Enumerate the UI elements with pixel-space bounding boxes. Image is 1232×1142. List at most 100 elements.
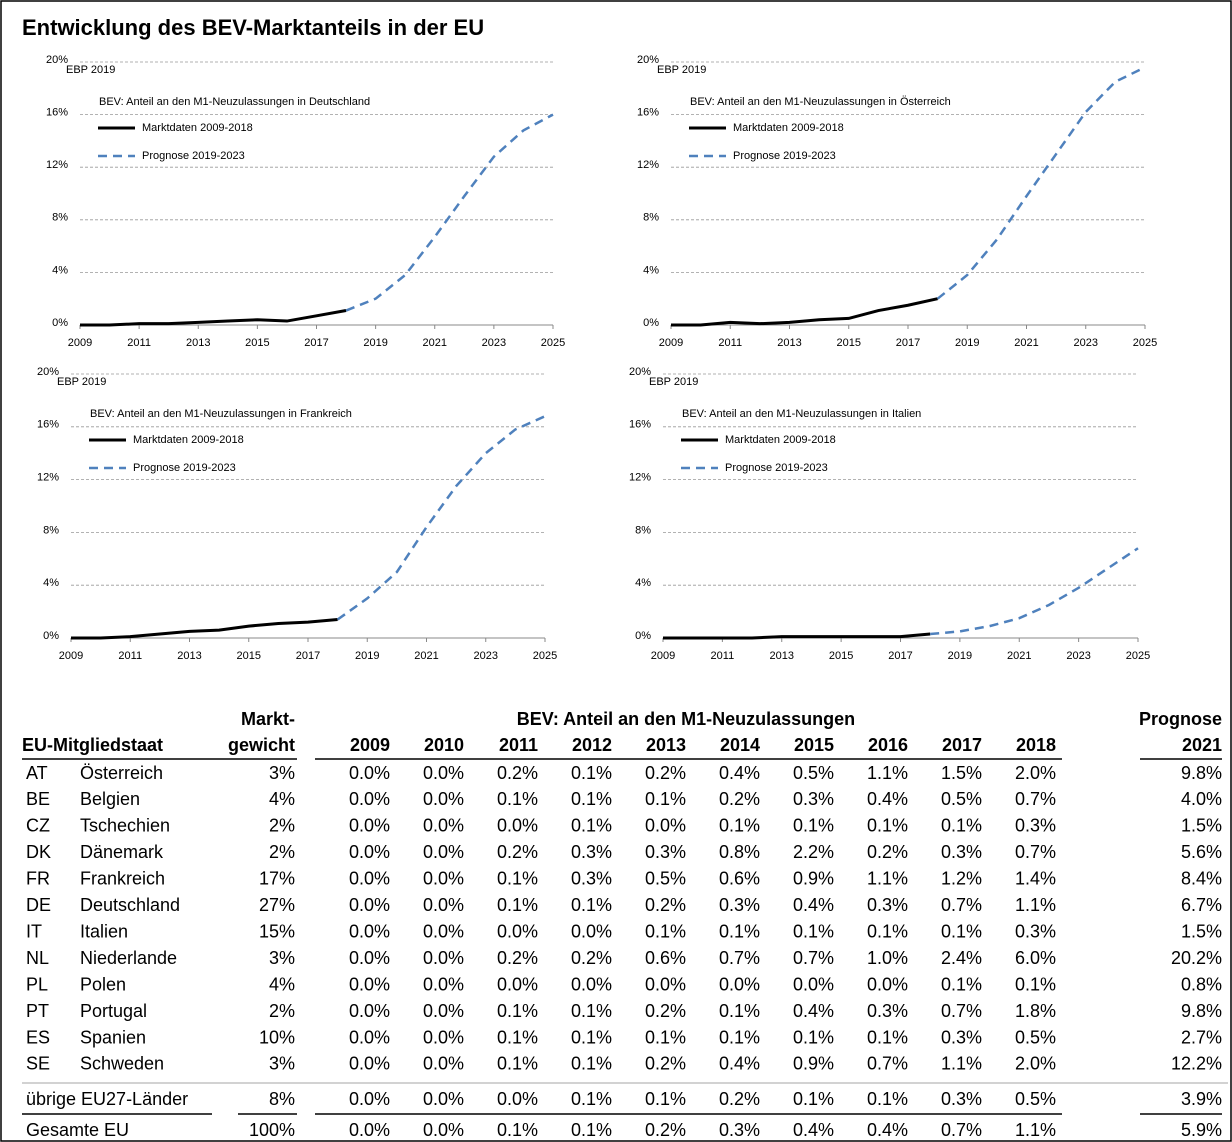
table-cell: 0.2%: [497, 948, 538, 968]
table-cell: 0.1%: [645, 1089, 686, 1109]
series-line: [345, 113, 554, 312]
y-tick-label: 0%: [52, 317, 68, 329]
table-cell: 0.7%: [1015, 842, 1056, 862]
subtitle: BEV: Anteil an den M1-Neuzulassungen in …: [99, 96, 370, 108]
x-tick-label: 2017: [888, 650, 912, 662]
table-cell: 0.0%: [423, 1001, 464, 1021]
y-tick-label: 20%: [46, 54, 68, 66]
table-cell: 0.0%: [349, 1001, 390, 1021]
table-cell: 0.1%: [867, 1027, 908, 1047]
table-cell: 1.8%: [1015, 1001, 1056, 1021]
x-tick-label: 2015: [245, 337, 269, 349]
y-tick-label: 8%: [643, 212, 659, 224]
table-cell: 0.0%: [423, 1120, 464, 1140]
table-header: 2017: [942, 735, 982, 755]
x-tick-label: 2013: [777, 337, 801, 349]
x-tick-label: 2023: [474, 650, 498, 662]
table-cell: 2%: [269, 842, 295, 862]
table-cell: 0.0%: [497, 974, 538, 994]
y-tick-label: 0%: [635, 630, 651, 642]
table-cell: 0.1%: [571, 1001, 612, 1021]
x-tick-label: 2011: [118, 650, 142, 662]
table-cell: Niederlande: [80, 948, 177, 968]
table-cell: 0.4%: [793, 1120, 834, 1140]
table-cell: 2.0%: [1015, 1054, 1056, 1074]
table-cell: 0.1%: [719, 816, 760, 836]
table-cell: 0.2%: [645, 1120, 686, 1140]
table-cell: BE: [26, 789, 50, 809]
table-cell: 0.1%: [497, 895, 538, 915]
x-tick-label: 2025: [1126, 650, 1150, 662]
y-tick-label: 4%: [635, 577, 651, 589]
legend-label: Prognose 2019-2023: [142, 150, 245, 162]
table-cell: 0.0%: [349, 816, 390, 836]
table-cell: 0.1%: [941, 816, 982, 836]
table-cell: Spanien: [80, 1027, 146, 1047]
legend-label: Prognose 2019-2023: [733, 150, 836, 162]
table-cell: 0.3%: [867, 1001, 908, 1021]
table-cell: 0.0%: [497, 816, 538, 836]
x-tick-label: 2019: [355, 650, 379, 662]
table-cell: 0.0%: [349, 948, 390, 968]
table-cell: 0.0%: [867, 974, 908, 994]
table-cell: 9.8%: [1181, 1001, 1222, 1021]
series-line: [663, 632, 931, 640]
table-cell: Österreich: [80, 763, 163, 783]
annotation: EBP 2019: [657, 64, 706, 76]
table-cell: 0.5%: [793, 763, 834, 783]
table-cell: 5.6%: [1181, 842, 1222, 862]
x-tick-label: 2021: [423, 337, 447, 349]
x-tick-label: 2025: [533, 650, 557, 662]
table-cell: 0.0%: [423, 1089, 464, 1109]
table-cell: 10%: [259, 1027, 295, 1047]
table-cell: 4%: [269, 974, 295, 994]
table-cell: 0.8%: [1181, 974, 1222, 994]
table-cell: 6.7%: [1181, 895, 1222, 915]
table-header: 2013: [646, 735, 686, 755]
table-cell: 0.0%: [645, 816, 686, 836]
table-cell: 0.1%: [571, 895, 612, 915]
table-cell: Frankreich: [80, 869, 165, 889]
y-tick-label: 12%: [46, 159, 68, 171]
table-cell: 0.6%: [645, 948, 686, 968]
table-cell: 0.3%: [941, 842, 982, 862]
table-header: 2010: [424, 735, 464, 755]
table-cell: 0.0%: [423, 895, 464, 915]
y-tick-label: 12%: [37, 472, 59, 484]
y-tick-label: 8%: [43, 524, 59, 536]
table-cell: 0.0%: [423, 1054, 464, 1074]
table-cell: übrige EU27-Länder: [26, 1089, 188, 1109]
x-tick-label: 2019: [948, 650, 972, 662]
table-cell: 6.0%: [1015, 948, 1056, 968]
legend-label: Marktdaten 2009-2018: [133, 434, 244, 446]
table-cell: Italien: [80, 921, 128, 941]
table-cell: SE: [26, 1054, 50, 1074]
y-tick-label: 12%: [629, 472, 651, 484]
table-cell: 0.2%: [645, 1054, 686, 1074]
table-cell: 0.0%: [349, 869, 390, 889]
legend-label: Marktdaten 2009-2018: [142, 122, 253, 134]
table-header: BEV: Anteil an den M1-Neuzulassungen: [517, 709, 855, 729]
table-cell: Deutschland: [80, 895, 180, 915]
x-tick-label: 2011: [127, 337, 151, 349]
table-cell: 0.0%: [349, 842, 390, 862]
table-cell: 27%: [259, 895, 295, 915]
y-tick-label: 16%: [637, 107, 659, 119]
table-cell: 0.0%: [349, 895, 390, 915]
table-cell: 0.2%: [719, 789, 760, 809]
table-cell: AT: [26, 763, 48, 783]
table-cell: 0.1%: [793, 1027, 834, 1047]
table-cell: 0.0%: [349, 1089, 390, 1109]
table-cell: CZ: [26, 816, 50, 836]
table-cell: 3%: [269, 763, 295, 783]
annotation: EBP 2019: [57, 376, 106, 388]
table-cell: 8%: [269, 1089, 295, 1109]
table-cell: 0.1%: [867, 816, 908, 836]
table-cell: 0.0%: [423, 842, 464, 862]
x-tick-label: 2009: [59, 650, 83, 662]
table-cell: 1.1%: [1015, 1120, 1056, 1140]
table-cell: 0.1%: [497, 1001, 538, 1021]
y-tick-label: 20%: [37, 366, 59, 378]
table-cell: Dänemark: [80, 842, 164, 862]
